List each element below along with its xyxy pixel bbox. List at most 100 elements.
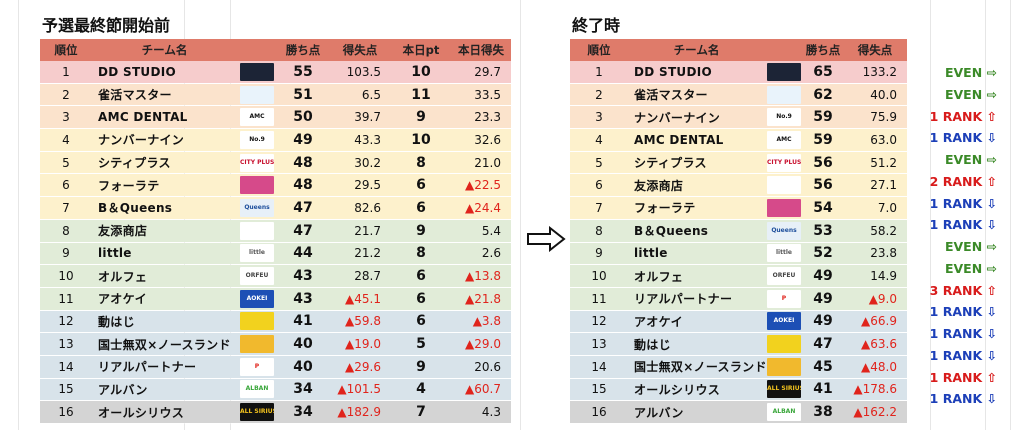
points-cell: 47 <box>277 219 329 243</box>
logo-cell: ALL SIRIUS <box>237 400 277 424</box>
logo-cell: ORFEU <box>237 264 277 288</box>
table-row: 15 オールシリウス ALL SIRIUS 41 ▲178.6 <box>570 378 907 402</box>
points-cell: 51 <box>277 83 329 107</box>
team-name-cell: フォーラテ <box>628 196 765 220</box>
allsirius-logo: ALL SIRIUS <box>240 403 274 422</box>
points-cell: 40 <box>277 355 329 379</box>
diff-cell: ▲45.1 <box>329 287 391 311</box>
today-pt-cell: 6 <box>391 287 451 311</box>
table-row: 2 雀活マスター 62 40.0 <box>570 83 907 107</box>
table-row: 16 アルバン ALBAN 38 ▲162.2 <box>570 400 907 424</box>
today-pt-cell: 5 <box>391 332 451 356</box>
points-cell: 49 <box>277 128 329 152</box>
rank-cell: 13 <box>570 332 628 356</box>
rank-cell: 13 <box>40 332 92 356</box>
table-row: 4 ナンバーナイン No.9 49 43.3 10 32.6 <box>40 128 511 152</box>
table-row: 10 オルフェ ORFEU 49 14.9 <box>570 264 907 288</box>
diff-cell: 133.2 <box>843 61 907 84</box>
rank-cell: 8 <box>40 219 92 243</box>
after-standings-table: 順位 チーム名 勝ち点 得失点 1 DD STUDIO 65 133.2 2 雀活マスター… <box>570 39 907 424</box>
logo-cell <box>765 83 803 107</box>
today-pt-cell: 6 <box>391 196 451 220</box>
logo-cell <box>765 61 803 84</box>
logo-cell: ALL SIRIUS <box>765 378 803 402</box>
dd-studio-logo <box>767 62 801 81</box>
realpartner-logo: P <box>767 289 801 308</box>
diff-cell: 103.5 <box>329 61 391 84</box>
rank-cell: 1 <box>570 61 628 84</box>
team-name-cell: B＆Queens <box>628 219 765 243</box>
logo-cell: No.9 <box>237 128 277 152</box>
logo-cell <box>765 196 803 220</box>
team-name-cell: リアルパートナー <box>628 287 765 311</box>
rank-cell: 9 <box>40 242 92 266</box>
diff-cell: 14.9 <box>843 264 907 288</box>
rank-cell: 5 <box>40 151 92 175</box>
table-row: 11 リアルパートナー P 49 ▲9.0 <box>570 287 907 311</box>
today-diff-cell: ▲22.5 <box>451 173 511 198</box>
amc-logo: AMC <box>240 108 274 127</box>
before-title: 予選最終節開始前 <box>42 16 171 35</box>
logo-cell <box>237 61 277 84</box>
header-rank: 順位 <box>570 39 628 61</box>
logo-cell: P <box>765 287 803 311</box>
rank-change-label: EVEN ⇨ <box>944 239 997 254</box>
today-pt-cell: 10 <box>391 128 451 152</box>
orfeu-logo: ORFEU <box>767 267 801 286</box>
team-name-cell: AMC DENTAL <box>92 105 237 130</box>
logo-cell: ORFEU <box>765 264 803 288</box>
rank-cell: 12 <box>40 310 92 334</box>
logo-cell <box>765 332 803 356</box>
today-pt-cell: 4 <box>391 378 451 402</box>
rank-cell: 16 <box>40 400 92 424</box>
rank-change-label: 1 RANK ⇩ <box>929 347 997 363</box>
team-name-cell: 国士無双×ノースランド <box>628 355 765 379</box>
rank-cell: 7 <box>40 196 92 220</box>
logo-cell <box>237 310 277 334</box>
header-row: 順位 チーム名 勝ち点 得失点 <box>570 39 907 61</box>
today-pt-cell: 6 <box>391 264 451 288</box>
today-diff-cell: ▲24.4 <box>451 196 511 220</box>
team-name-cell: DD STUDIO <box>628 61 765 84</box>
header-today-diff: 本日得失 <box>451 39 511 61</box>
diff-cell: 82.6 <box>329 196 391 220</box>
logo-cell: P <box>237 355 277 379</box>
rank-change-label: 1 RANK ⇧ <box>929 369 997 385</box>
today-diff-cell: 29.7 <box>451 61 511 84</box>
diff-cell: 39.7 <box>329 105 391 130</box>
team-name-cell: フォーラテ <box>92 173 237 198</box>
table-row: 8 B＆Queens Queens 53 58.2 <box>570 219 907 243</box>
alban-logo: ALBAN <box>240 380 274 399</box>
tomozoe-logo <box>767 176 801 195</box>
table-row: 7 B＆Queens Queens 47 82.6 6 ▲24.4 <box>40 196 511 220</box>
today-pt-cell: 6 <box>391 173 451 198</box>
table-row: 2 雀活マスター 51 6.5 11 33.5 <box>40 83 511 107</box>
realpartner-logo: P <box>240 357 274 376</box>
rank-cell: 7 <box>570 196 628 220</box>
logo-cell: CITY PLUS <box>237 151 277 175</box>
rank-cell: 9 <box>570 242 628 266</box>
table-row: 12 アオケイ AOKEI 49 ▲66.9 <box>570 310 907 334</box>
header-rank: 順位 <box>40 39 92 61</box>
today-diff-cell: 23.3 <box>451 105 511 130</box>
points-cell: 48 <box>277 151 329 175</box>
team-name-cell: ナンバーナイン <box>628 105 765 130</box>
points-cell: 34 <box>277 378 329 402</box>
team-name-cell: 動はじ <box>92 310 237 334</box>
team-name-cell: 動はじ <box>628 332 765 356</box>
rank-change-label: EVEN ⇨ <box>944 260 997 276</box>
diff-cell: 29.5 <box>329 173 391 198</box>
queens-logo: Queens <box>767 221 801 240</box>
rank-cell: 15 <box>570 378 628 402</box>
diff-cell: 58.2 <box>843 219 907 243</box>
team-name-cell: アオケイ <box>628 310 765 334</box>
rank-cell: 3 <box>570 105 628 130</box>
diff-cell: 23.8 <box>843 242 907 266</box>
diff-cell: ▲66.9 <box>843 310 907 334</box>
logo-cell <box>237 173 277 198</box>
table-row: 3 AMC DENTAL AMC 50 39.7 9 23.3 <box>40 105 511 130</box>
team-name-cell: オールシリウス <box>628 378 765 402</box>
rank-cell: 14 <box>570 355 628 379</box>
today-diff-cell: ▲21.8 <box>451 287 511 311</box>
header-team: チーム名 <box>92 39 237 61</box>
